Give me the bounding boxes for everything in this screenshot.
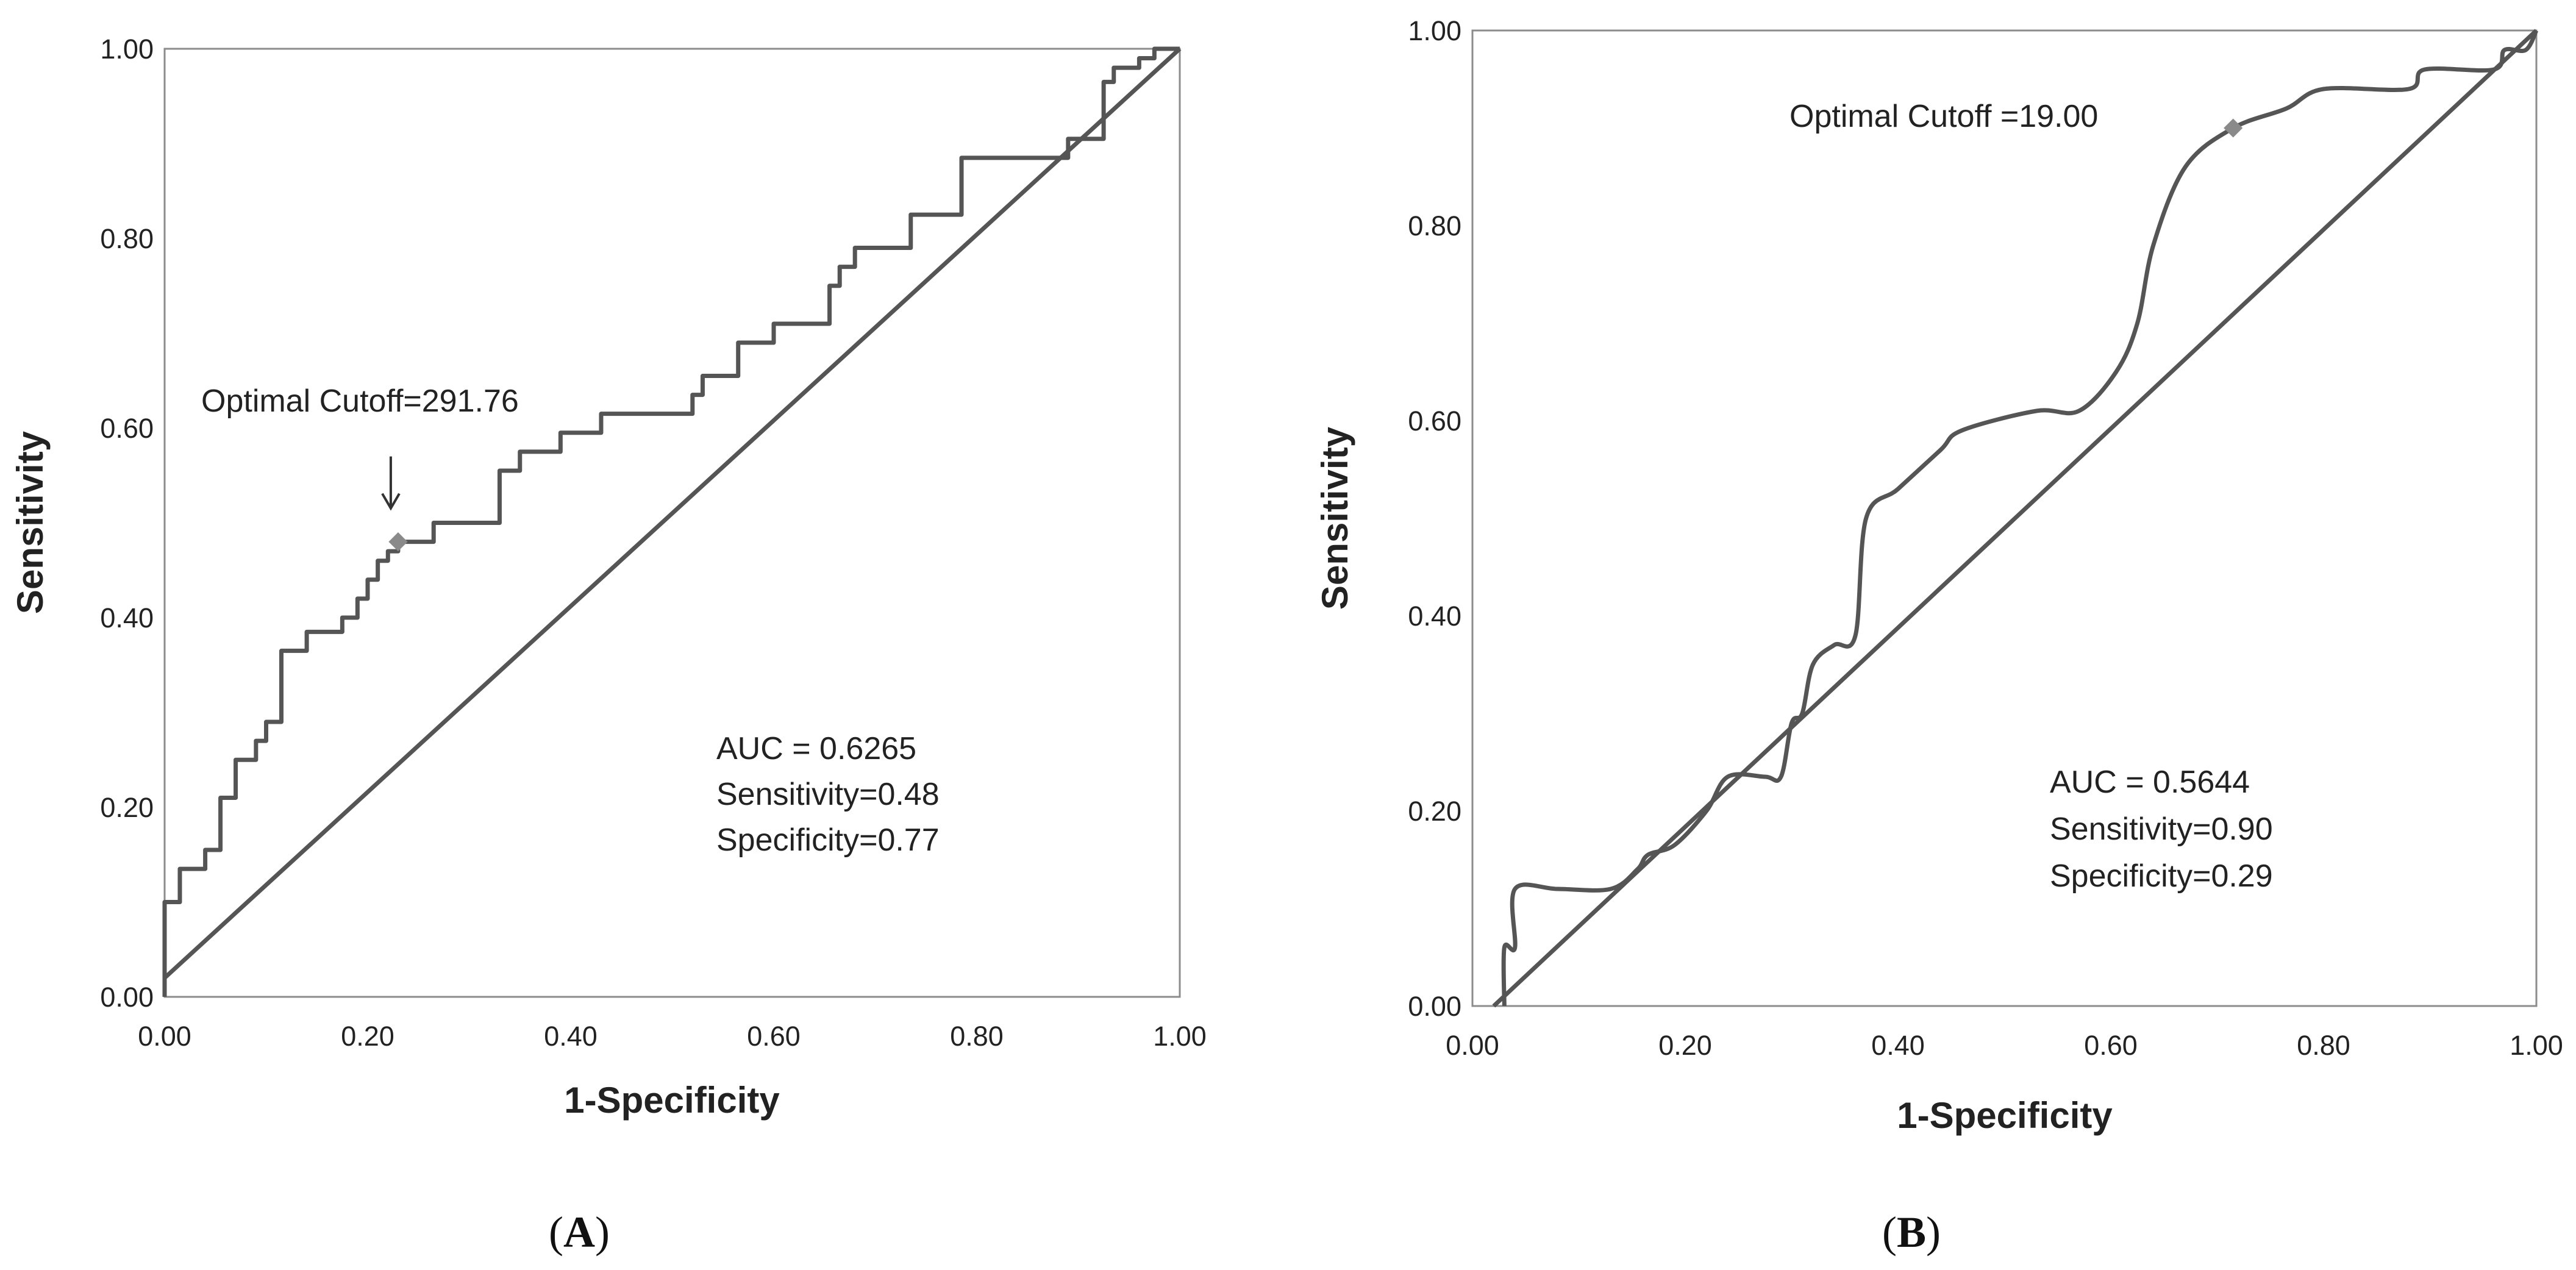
panel-a-y-tick-4: 0.80 <box>100 223 154 254</box>
panel-b-x-tick-5: 1.00 <box>2510 1030 2563 1061</box>
panel-b-y-tick-0: 0.00 <box>1408 991 1461 1022</box>
panel-b-x-tick-3: 0.60 <box>2084 1030 2138 1061</box>
panel-b-x-tick-1: 0.20 <box>1658 1030 1712 1061</box>
panel-a-auc: AUC = 0.6265 <box>716 731 916 766</box>
panel-b-x-tick-0: 0.00 <box>1446 1030 1499 1061</box>
panel-a-label: (A) <box>549 1208 610 1257</box>
panel-b-y-tick-5: 1.00 <box>1408 15 1461 46</box>
panel-a-sensitivity: Sensitivity=0.48 <box>716 777 940 812</box>
panel-a-optimal-marker <box>388 532 408 552</box>
panel-b-reference-line <box>1492 29 2538 1008</box>
panel-b: 0.00 0.20 0.40 0.60 0.80 1.00 0.00 0.20 0.40 0.6… <box>1315 15 2563 1257</box>
panel-b-xlabel: 1-Specificity <box>1897 1095 2113 1136</box>
panel-b-x-tick-labels: 0.00 0.20 0.40 0.60 0.80 1.00 <box>1446 1030 2563 1061</box>
panel-a-x-tick-2: 0.40 <box>544 1021 598 1052</box>
panel-a-y-tick-2: 0.40 <box>100 602 154 633</box>
panel-b-optimal-marker <box>2224 118 2243 138</box>
panel-a-x-tick-5: 1.00 <box>1153 1021 1207 1052</box>
panel-b-specificity: Specificity=0.29 <box>2050 858 2273 894</box>
panel-a-y-tick-3: 0.60 <box>100 413 154 444</box>
panel-a-ylabel: Sensitivity <box>10 430 51 614</box>
panel-a-y-tick-labels: 0.00 0.20 0.40 0.60 0.80 1.00 <box>100 34 154 1013</box>
panel-a-y-tick-5: 1.00 <box>100 34 154 65</box>
panel-b-plot-frame <box>1471 29 2538 1007</box>
panel-a-x-tick-3: 0.60 <box>747 1021 801 1052</box>
panel-a-y-tick-1: 0.20 <box>100 792 154 823</box>
panel-a-x-tick-1: 0.20 <box>341 1021 394 1052</box>
panel-a-arrow <box>381 456 401 511</box>
panel-b-y-tick-labels: 0.00 0.20 0.40 0.60 0.80 1.00 <box>1408 15 1461 1022</box>
panel-a-plot-frame <box>163 48 1181 998</box>
panel-a: 0.00 0.20 0.40 0.60 0.80 1.00 0.00 0.20 0.40 0.6… <box>10 34 1207 1257</box>
panel-b-auc: AUC = 0.5644 <box>2050 765 2250 800</box>
panel-b-y-tick-1: 0.20 <box>1408 796 1461 827</box>
panel-a-x-tick-4: 0.80 <box>950 1021 1004 1052</box>
panel-a-specificity: Specificity=0.77 <box>716 822 940 858</box>
panel-b-label: (B) <box>1882 1208 1941 1257</box>
panel-a-x-tick-0: 0.00 <box>138 1021 191 1052</box>
panel-b-x-tick-2: 0.40 <box>1871 1030 1925 1061</box>
panel-a-xlabel: 1-Specificity <box>564 1080 780 1121</box>
panel-a-x-tick-labels: 0.00 0.20 0.40 0.60 0.80 1.00 <box>138 1021 1207 1052</box>
panel-b-x-tick-4: 0.80 <box>2297 1030 2350 1061</box>
panel-a-optimal-label: Optimal Cutoff=291.76 <box>201 383 519 419</box>
panel-b-roc-curve <box>1501 29 2539 1007</box>
panel-a-roc-curve <box>162 46 1180 997</box>
panel-b-y-tick-3: 0.60 <box>1408 405 1461 437</box>
panel-a-reference-line <box>163 47 1182 980</box>
panel-b-y-tick-4: 0.80 <box>1408 210 1461 241</box>
panel-b-sensitivity: Sensitivity=0.90 <box>2050 812 2273 847</box>
panel-b-optimal-label: Optimal Cutoff =19.00 <box>1789 99 2098 134</box>
panel-a-y-tick-0: 0.00 <box>100 982 154 1013</box>
panel-b-y-tick-2: 0.40 <box>1408 601 1461 632</box>
panel-b-ylabel: Sensitivity <box>1315 426 1355 610</box>
